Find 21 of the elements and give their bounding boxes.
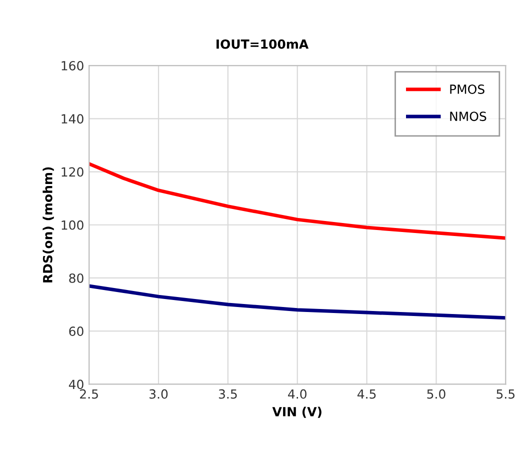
x-tick-label: 4.5 (357, 389, 376, 399)
y-tick-label: 80 (69, 273, 84, 283)
y-tick-label: 40 (68, 380, 84, 390)
y-axis-title: RDS(on) (mohm) (42, 167, 54, 282)
line-series (89, 162, 506, 240)
y-tick-label: 60 (69, 326, 84, 336)
x-axis-title: VIN (V) (272, 406, 322, 418)
chart-title: IOUT=100mA (216, 39, 309, 49)
x-tick-label: 3.0 (150, 389, 168, 399)
x-tick-label: 2.5 (80, 389, 98, 399)
y-tick-label: 100 (62, 220, 84, 230)
y-tick-label: 160 (62, 61, 84, 70)
y-tick-label: 120 (62, 167, 84, 177)
x-tick-label: 3.5 (218, 389, 237, 399)
legend-label: PMOS (450, 84, 484, 94)
x-tick-label: 5.5 (496, 389, 515, 399)
x-tick-label: 4.0 (288, 389, 306, 399)
line-series (89, 284, 506, 320)
legend-label: NMOS (450, 112, 486, 122)
x-tick-label: 5.0 (427, 389, 446, 399)
y-tick-label: 140 (62, 114, 84, 124)
